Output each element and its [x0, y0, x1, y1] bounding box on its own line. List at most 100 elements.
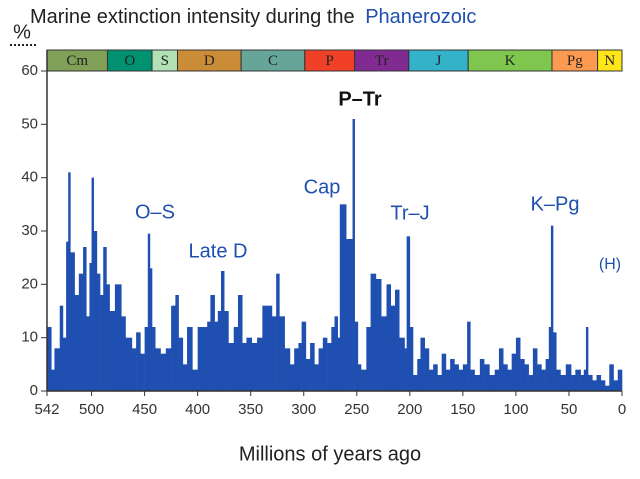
bar	[220, 271, 225, 391]
bar	[197, 327, 203, 391]
bar	[165, 348, 172, 391]
bar	[458, 369, 464, 391]
bar	[565, 364, 572, 391]
bar	[361, 369, 367, 391]
bar	[560, 375, 567, 391]
bar	[217, 311, 222, 391]
bar	[545, 359, 550, 391]
bar	[428, 369, 434, 391]
bar	[106, 284, 110, 391]
bar	[553, 332, 557, 391]
bar	[314, 364, 319, 391]
annotation: Tr–J	[390, 202, 429, 224]
bar	[298, 343, 302, 391]
bar	[342, 204, 347, 391]
bar	[394, 289, 400, 391]
bar	[237, 295, 243, 391]
y-tick-label: 40	[21, 169, 38, 186]
bar	[289, 364, 295, 391]
chart-title: Marine extinction intensity during the P…	[30, 6, 476, 28]
x-tick-label: 50	[561, 401, 578, 418]
bar	[246, 337, 253, 391]
bar	[550, 225, 554, 391]
bar	[484, 364, 490, 391]
period-label: Cm	[66, 53, 88, 69]
y-tick-label: 60	[21, 62, 38, 79]
bar	[399, 337, 405, 391]
title-part: Marine extinction intensity during the	[30, 6, 355, 28]
bar	[121, 316, 126, 391]
period-label: P	[326, 53, 334, 69]
bar	[524, 364, 529, 391]
bar	[450, 359, 455, 391]
bar	[600, 380, 606, 391]
bar	[187, 327, 193, 391]
period-label: Tr	[375, 53, 389, 69]
bar	[528, 375, 534, 391]
bar	[276, 273, 280, 391]
bar	[327, 343, 332, 391]
bar	[233, 327, 239, 391]
bar	[201, 327, 208, 391]
bar	[424, 348, 430, 391]
bar	[182, 364, 188, 391]
bar	[305, 359, 311, 391]
bar	[262, 305, 268, 391]
bar	[580, 375, 585, 391]
bar	[160, 353, 167, 391]
bar	[605, 385, 610, 391]
bar	[511, 353, 517, 391]
bar	[406, 236, 411, 391]
bar	[609, 364, 614, 391]
period-box	[597, 49, 623, 72]
bar	[409, 327, 414, 391]
bar	[386, 284, 392, 391]
x-tick-label: 100	[503, 401, 528, 418]
x-axis-label: Millions of years ago	[239, 443, 421, 465]
y-tick-label: 0	[30, 382, 38, 399]
annotation: P–Tr	[338, 88, 382, 110]
bar	[331, 327, 335, 391]
bar	[334, 316, 338, 391]
bar	[404, 348, 407, 391]
bar	[66, 241, 69, 391]
bar	[575, 369, 581, 391]
bar	[520, 359, 525, 391]
bar	[462, 364, 468, 391]
bar	[537, 364, 542, 391]
bar	[498, 348, 504, 391]
bar	[228, 343, 235, 391]
bar	[417, 359, 421, 391]
bar	[257, 337, 263, 391]
bar	[507, 369, 512, 391]
bar	[322, 337, 328, 391]
bar	[349, 239, 353, 391]
period-label: N	[604, 53, 615, 69]
bar	[318, 348, 324, 391]
annotation: Late D	[189, 240, 248, 262]
bar	[251, 343, 258, 391]
x-tick-label: 150	[450, 401, 475, 418]
bar	[592, 380, 597, 391]
bar	[494, 369, 500, 391]
period-label: Pg	[567, 53, 583, 69]
bar	[131, 348, 137, 391]
bar	[210, 295, 215, 391]
bar	[390, 305, 396, 391]
x-tick-label: 500	[79, 401, 104, 418]
x-tick-label: 542	[34, 401, 59, 418]
bar	[86, 316, 90, 391]
bar	[541, 369, 546, 391]
bar	[93, 231, 98, 391]
bar	[70, 252, 75, 391]
bar	[91, 177, 94, 391]
annotation: K–Pg	[531, 193, 580, 215]
bar	[155, 348, 161, 391]
bar	[294, 348, 299, 391]
bar	[585, 327, 589, 391]
period-label: S	[161, 53, 169, 69]
bar	[74, 295, 80, 391]
bar	[109, 311, 116, 391]
y-tick-label: 10	[21, 329, 38, 346]
bar	[125, 337, 133, 391]
